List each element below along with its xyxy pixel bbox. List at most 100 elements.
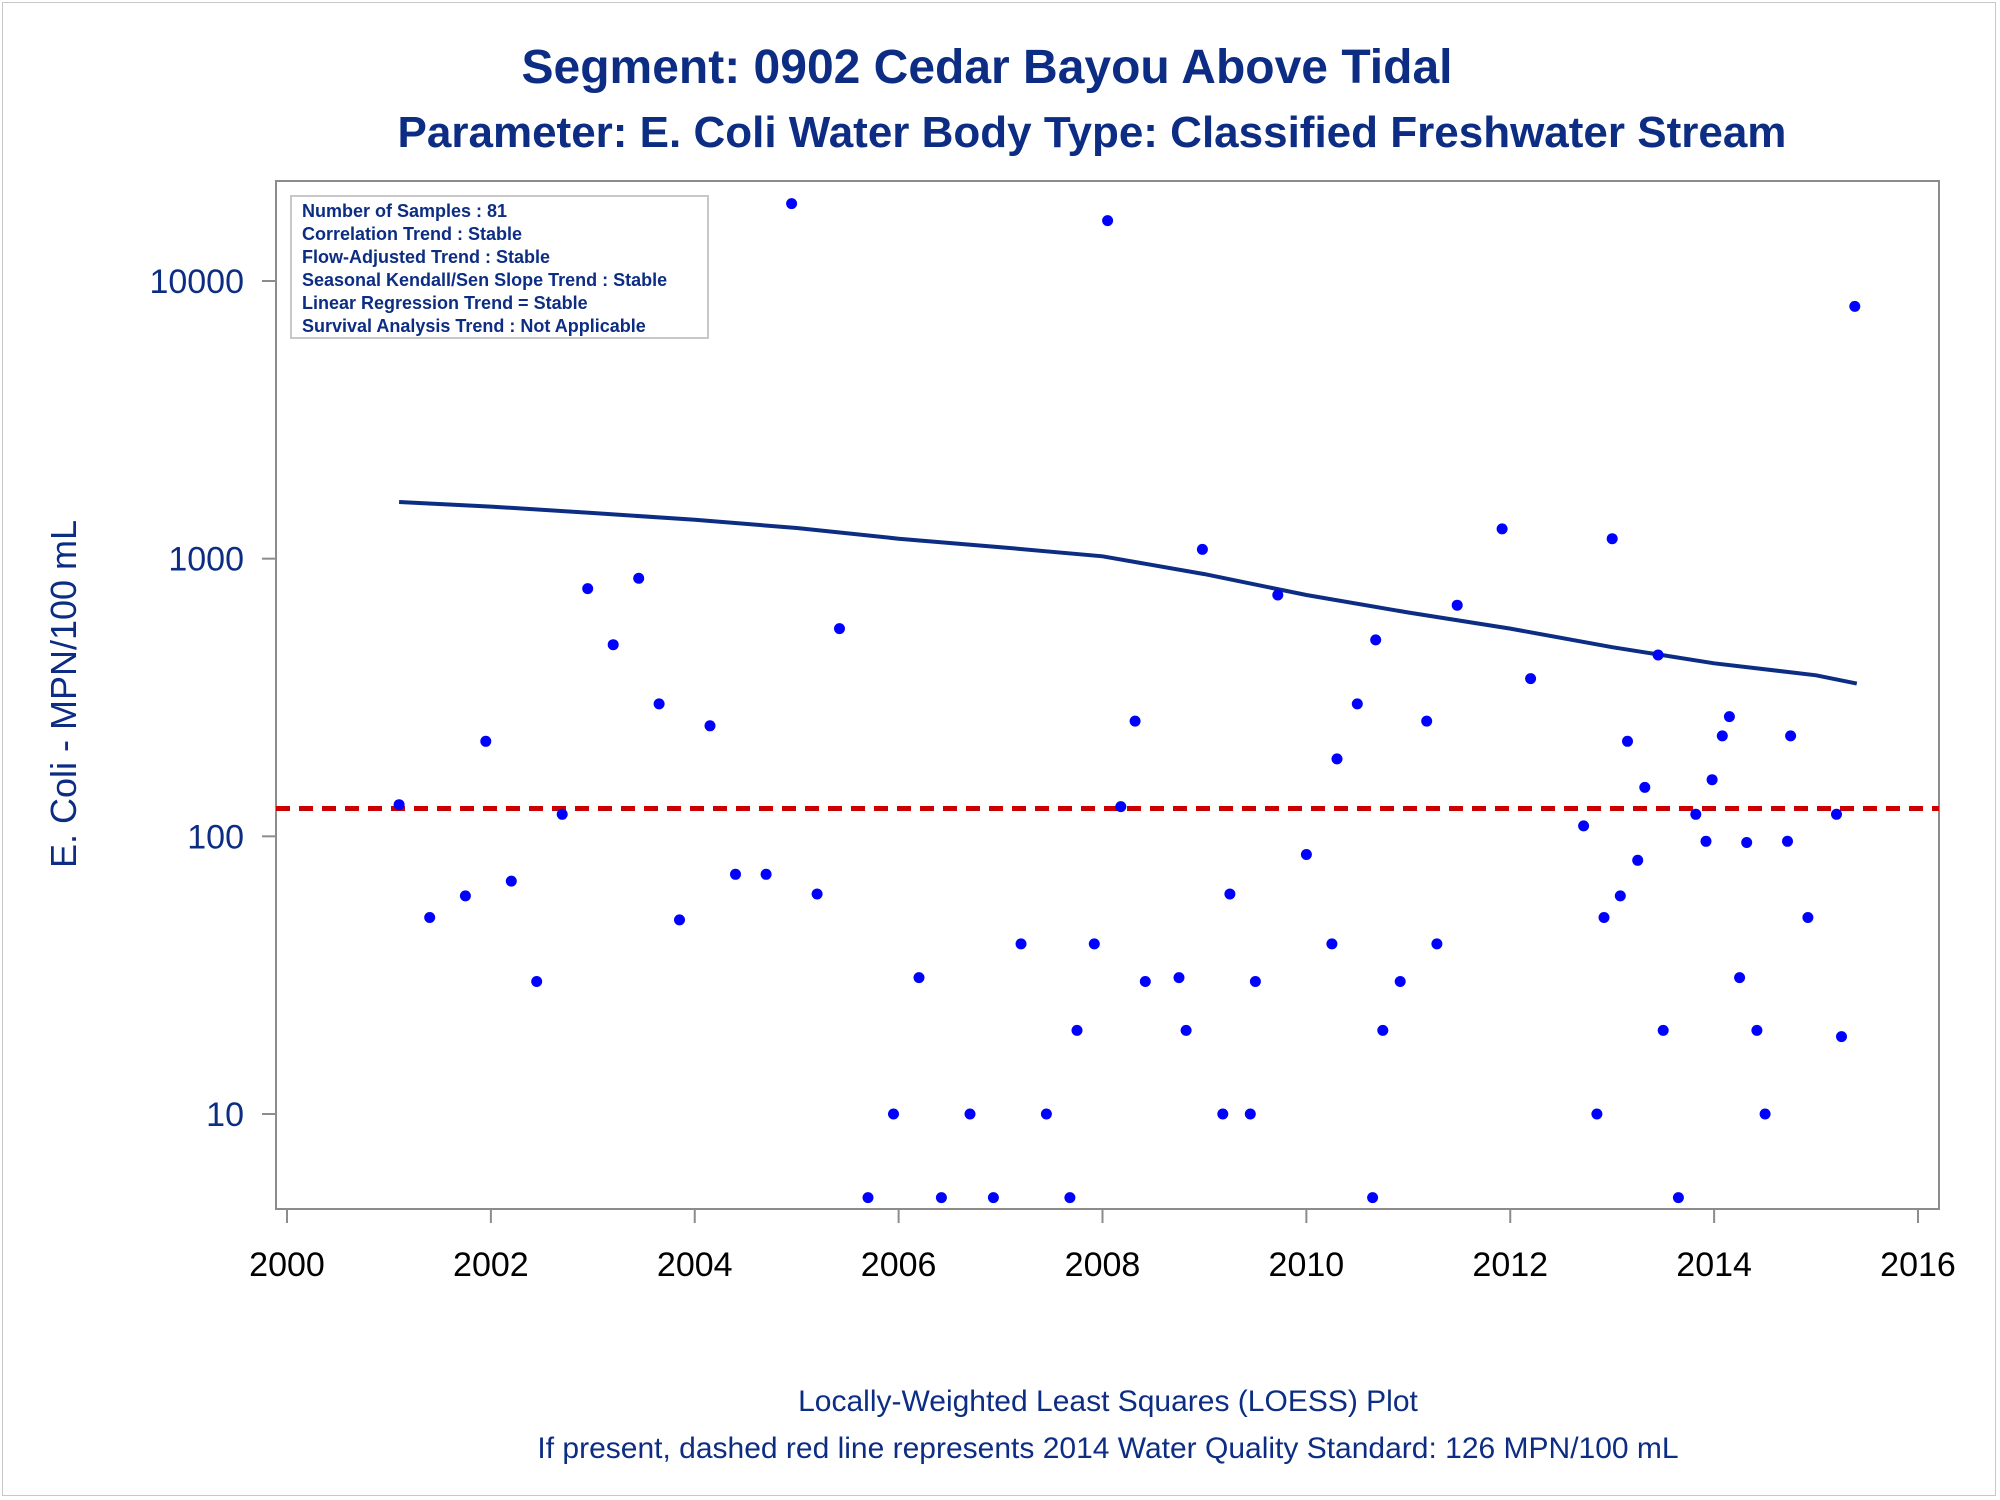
stats-line-seasonal-kendall: Seasonal Kendall/Sen Slope Trend : Stabl… xyxy=(302,270,667,290)
data-point xyxy=(1525,673,1537,685)
data-point xyxy=(888,1108,899,1120)
data-point xyxy=(1224,888,1236,900)
data-point xyxy=(607,639,619,651)
x-tick-label-2012: 2012 xyxy=(1472,1246,1548,1284)
loess-trend-line xyxy=(398,500,1858,686)
data-point xyxy=(1217,1108,1229,1120)
data-point xyxy=(1734,972,1746,984)
data-point xyxy=(1129,715,1141,727)
data-point xyxy=(1451,599,1463,611)
data-point xyxy=(935,1192,947,1204)
data-point xyxy=(730,868,741,880)
chart-title: Segment: 0902 Cedar Bayou Above Tidal xyxy=(522,41,1453,94)
data-point xyxy=(1690,808,1702,820)
data-points xyxy=(393,198,1861,1204)
data-point xyxy=(1496,523,1508,535)
data-point xyxy=(1831,808,1842,820)
footnote-loess: Locally-Weighted Least Squares (LOESS) P… xyxy=(798,1385,1418,1418)
data-point xyxy=(834,623,845,635)
data-point xyxy=(674,914,685,926)
x-tick-label-2002: 2002 xyxy=(453,1246,529,1284)
data-point xyxy=(760,868,772,880)
data-point xyxy=(582,583,594,595)
data-point xyxy=(1759,1108,1771,1120)
data-point xyxy=(1040,1108,1052,1120)
stats-line-linear-regression: Linear Regression Trend = Stable xyxy=(302,293,588,313)
x-tick-label-2014: 2014 xyxy=(1676,1246,1752,1284)
data-point xyxy=(964,1108,976,1120)
stats-line-samples: Number of Samples : 81 xyxy=(302,201,507,221)
data-point xyxy=(424,912,436,923)
x-tick-label-2008: 2008 xyxy=(1065,1246,1141,1284)
data-point xyxy=(1326,938,1338,950)
data-point xyxy=(1196,543,1208,555)
data-point xyxy=(1331,753,1343,765)
data-point xyxy=(459,890,471,902)
data-point xyxy=(786,198,798,210)
data-point xyxy=(633,572,645,584)
data-point xyxy=(1180,1024,1192,1036)
data-point xyxy=(811,888,823,900)
data-point xyxy=(1836,1031,1847,1043)
data-point xyxy=(1622,735,1633,747)
y-tick-label-10: 10 xyxy=(206,1096,244,1134)
data-point xyxy=(1785,730,1797,742)
data-point xyxy=(1102,215,1114,227)
data-point xyxy=(1741,837,1753,848)
data-point xyxy=(1173,972,1185,984)
x-tick-label-2000: 2000 xyxy=(249,1246,325,1284)
data-point xyxy=(1421,715,1433,727)
data-point xyxy=(1115,801,1127,813)
data-point xyxy=(1367,1192,1379,1204)
data-point xyxy=(1272,589,1284,601)
data-point xyxy=(1723,711,1735,723)
data-point xyxy=(653,698,665,710)
data-point xyxy=(1751,1024,1763,1036)
data-point xyxy=(1351,698,1363,710)
data-point xyxy=(1088,938,1100,950)
data-point xyxy=(862,1192,874,1204)
data-point xyxy=(1657,1024,1669,1036)
data-point xyxy=(1431,938,1443,950)
data-point xyxy=(1672,1192,1684,1204)
data-point xyxy=(1370,634,1382,646)
data-point xyxy=(704,720,716,732)
data-point xyxy=(1639,781,1651,793)
plot-area xyxy=(275,180,1940,1210)
stats-box: Number of Samples : 81 Correlation Trend… xyxy=(290,195,709,339)
data-point xyxy=(1652,649,1664,661)
y-axis: 10 100 1000 10000 xyxy=(149,263,276,1134)
data-point xyxy=(913,972,925,984)
data-point xyxy=(1716,730,1728,742)
data-point xyxy=(987,1192,999,1204)
x-tick-label-2004: 2004 xyxy=(657,1246,733,1284)
stats-line-flow-adjusted: Flow-Adjusted Trend : Stable xyxy=(302,247,550,267)
data-point xyxy=(1064,1192,1076,1204)
data-point xyxy=(1071,1024,1083,1036)
stats-line-survival: Survival Analysis Trend : Not Applicable xyxy=(302,316,646,336)
data-point xyxy=(1139,976,1151,987)
data-point xyxy=(505,875,517,887)
footnote-standard: If present, dashed red line represents 2… xyxy=(537,1432,1678,1465)
stats-box-frame xyxy=(290,195,709,339)
data-point xyxy=(1606,533,1618,545)
x-tick-label-2010: 2010 xyxy=(1269,1246,1345,1284)
x-tick-label-2006: 2006 xyxy=(861,1246,937,1284)
y-axis-label: E. Coli - MPN/100 mL xyxy=(43,520,84,868)
stats-line-correlation: Correlation Trend : Stable xyxy=(302,224,522,244)
data-point xyxy=(1300,849,1312,860)
data-point xyxy=(1614,890,1626,902)
x-axis: 2000 2002 2004 2006 2008 2010 2012 2014 2016 xyxy=(249,1209,1956,1284)
chart-subtitle: Parameter: E. Coli Water Body Type: Clas… xyxy=(398,108,1787,157)
data-point xyxy=(556,808,568,820)
data-point xyxy=(1394,976,1406,987)
data-point xyxy=(1244,1108,1256,1120)
data-point xyxy=(1598,912,1610,923)
data-point xyxy=(1632,854,1644,866)
data-point xyxy=(1700,835,1712,847)
x-tick-label-2016: 2016 xyxy=(1880,1246,1956,1284)
data-point xyxy=(1578,820,1590,832)
y-tick-label-100: 100 xyxy=(187,818,244,856)
